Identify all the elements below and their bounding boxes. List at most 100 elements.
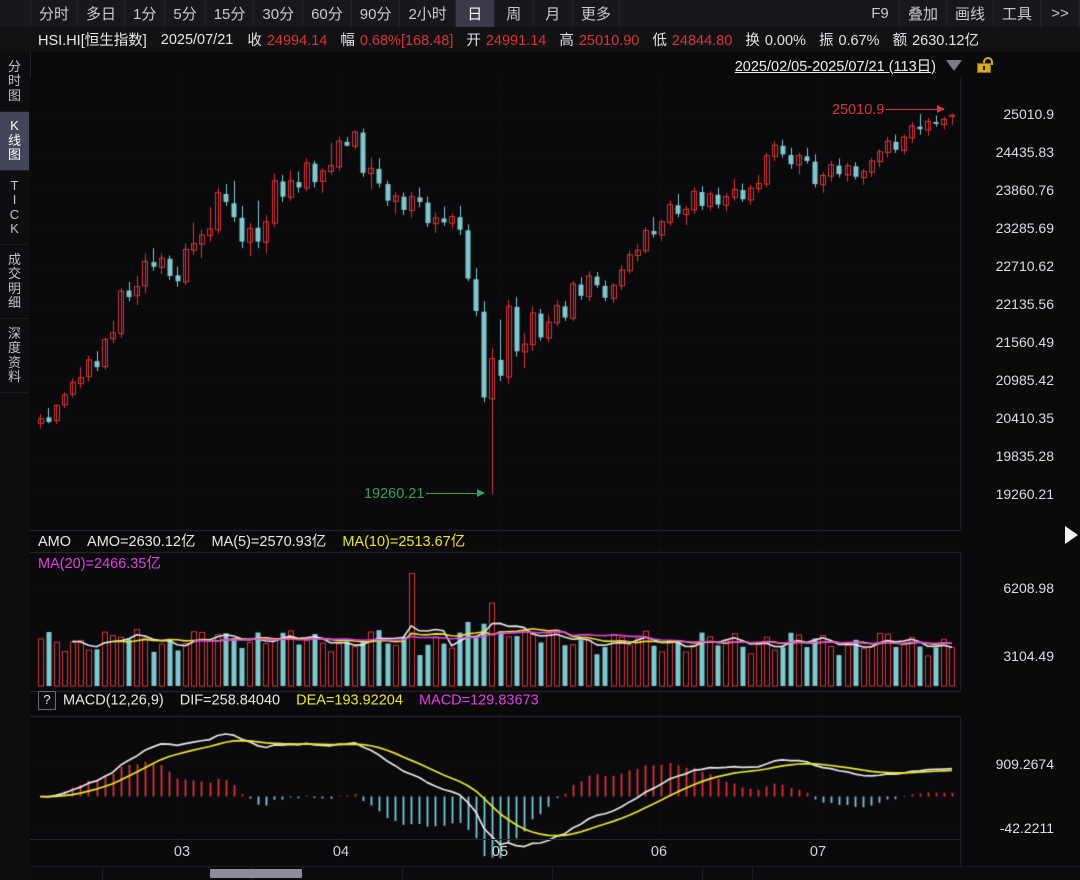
timeframe-button-7[interactable]: 90分 bbox=[352, 0, 401, 27]
low-price-annotation: 19260.21 bbox=[363, 486, 486, 502]
sidebar-item-label-char: C bbox=[9, 206, 20, 222]
sidebar-item-label-char: 图 bbox=[7, 87, 21, 103]
sidebar-item-label-char: 成 bbox=[7, 251, 21, 267]
high-price-annotation: 25010.9 bbox=[831, 102, 946, 118]
chart-canvas[interactable] bbox=[30, 78, 1080, 880]
amo-legend-line2: MA(20)=2466.35亿 bbox=[38, 552, 161, 573]
timeframe-button-8[interactable]: 2小时 bbox=[400, 0, 456, 27]
expand-right-caret-icon[interactable] bbox=[1065, 526, 1078, 544]
date-tick: 03 bbox=[173, 844, 191, 860]
sidebar-item-4[interactable]: 深度资料 bbox=[0, 319, 29, 393]
quote-field-value-3: 25010.90 bbox=[578, 33, 640, 49]
chevron-down-icon[interactable] bbox=[946, 59, 962, 71]
instrument-symbol: HSI.HI[恒生指数] bbox=[38, 33, 147, 49]
axis-price-tick: 23285.69 bbox=[995, 220, 1054, 236]
axis-price-tick: 20410.35 bbox=[995, 410, 1054, 426]
axis-amo-tick: 3104.49 bbox=[1003, 648, 1054, 664]
macd-dea: DEA=193.92204 bbox=[296, 692, 403, 709]
toolbar-left-spacer bbox=[0, 0, 30, 27]
timeframe-button-9[interactable]: 日 bbox=[455, 0, 495, 27]
quote-field-value-0: 24994.14 bbox=[266, 33, 328, 49]
axis-price-tick: 24435.83 bbox=[995, 144, 1054, 160]
sidebar-item-label-char: 深 bbox=[7, 325, 21, 341]
date-range-label[interactable]: 2025/02/05-2025/07/21 (113日) bbox=[734, 58, 936, 75]
sidebar-item-label-char: T bbox=[10, 177, 19, 193]
axis-price-tick: 20985.42 bbox=[995, 372, 1054, 388]
macd-axis: 909.2674 -42.2211 bbox=[960, 716, 1080, 876]
sidebar-item-label-char: I bbox=[12, 192, 17, 207]
macd-legend[interactable]: ? MACD(12,26,9) DIF=258.84040 DEA=193.92204… bbox=[38, 691, 539, 710]
low-arrow-icon bbox=[426, 488, 486, 497]
sidebar-item-label-char: 明 bbox=[7, 280, 21, 296]
sidebar-item-label-char: K bbox=[10, 221, 19, 236]
date-tick: 06 bbox=[650, 844, 668, 860]
question-mark-icon[interactable]: ? bbox=[38, 691, 56, 710]
toolbar-gap bbox=[620, 0, 861, 27]
amo-legend[interactable]: AMO AMO=2630.12亿 MA(5)=2570.93亿 MA(10)=2513… bbox=[38, 530, 465, 551]
scrollbar-thumb[interactable] bbox=[210, 869, 302, 878]
timeframe-button-1[interactable]: 多日 bbox=[78, 0, 126, 27]
sidebar-item-label-char: 料 bbox=[7, 369, 21, 384]
timeframe-button-3[interactable]: 5分 bbox=[165, 0, 206, 27]
timeframe-button-11[interactable]: 月 bbox=[534, 0, 573, 27]
chart-area[interactable]: 25010.9 24435.83 23860.76 23285.69 22710.62 2… bbox=[30, 78, 1080, 880]
quote-date: 2025/07/21 bbox=[160, 31, 234, 48]
sidebar-item-label-char: 线 bbox=[7, 132, 21, 148]
macd-dif: DIF=258.84040 bbox=[179, 692, 281, 709]
quote-field-label-7: 额 bbox=[892, 33, 908, 49]
quote-field-value-7: 2630.12亿 bbox=[912, 33, 979, 49]
toolbar-action-F9[interactable]: F9 bbox=[861, 0, 900, 27]
timeframe-button-6[interactable]: 60分 bbox=[303, 0, 352, 27]
sidebar-item-3[interactable]: 成交明细 bbox=[0, 245, 29, 319]
quote-info-bar: HSI.HI[恒生指数] 2025/07/21 收 24994.14 幅 0.68%[… bbox=[0, 27, 1080, 52]
timeframe-button-4[interactable]: 15分 bbox=[206, 0, 255, 27]
timeframe-button-0[interactable]: 分时 bbox=[30, 0, 79, 27]
quote-field-value-5: 0.00% bbox=[764, 33, 806, 49]
amo-ma10: MA(10)=2513.67亿 bbox=[342, 534, 466, 550]
toolbar-action-画线[interactable]: 画线 bbox=[947, 0, 994, 27]
macd-macd: MACD=129.83673 bbox=[418, 692, 539, 709]
timeframe-button-5[interactable]: 30分 bbox=[254, 0, 304, 27]
quote-field-label-1: 幅 bbox=[340, 33, 355, 49]
lock-open-icon[interactable] bbox=[976, 56, 993, 73]
timeframe-button-2[interactable]: 1分 bbox=[125, 0, 166, 27]
quote-field-label-6: 振 bbox=[818, 33, 834, 49]
sidebar-item-label-char: 资 bbox=[7, 354, 21, 370]
date-range-row: 2025/02/05-2025/07/21 (113日) bbox=[0, 52, 1080, 78]
sidebar-item-label-char: 图 bbox=[7, 147, 21, 162]
axis-macd-tick: 909.2674 bbox=[995, 756, 1054, 772]
quote-field-label-2: 开 bbox=[466, 33, 481, 49]
toolbar-action-工具[interactable]: 工具 bbox=[994, 0, 1041, 27]
quote-field-value-2: 24991.14 bbox=[485, 33, 547, 49]
amo-ma5: MA(5)=2570.93亿 bbox=[211, 534, 327, 550]
date-tick: 04 bbox=[332, 844, 350, 860]
quote-field-value-4: 24844.80 bbox=[671, 33, 733, 49]
price-axis: 25010.9 24435.83 23860.76 23285.69 22710.62 2… bbox=[960, 78, 1080, 530]
amo-value: AMO=2630.12亿 bbox=[87, 534, 196, 550]
toolbar-action->>[interactable]: >> bbox=[1041, 0, 1080, 27]
lock-body bbox=[977, 62, 991, 73]
toolbar-action-叠加[interactable]: 叠加 bbox=[900, 0, 947, 27]
axis-price-tick: 21560.49 bbox=[995, 334, 1054, 350]
axis-price-tick: 22710.62 bbox=[995, 258, 1054, 274]
date-axis: 03 04 05 06 07 bbox=[30, 839, 960, 866]
axis-price-tick: 22135.56 bbox=[995, 296, 1054, 312]
low-price-value: 19260.21 bbox=[363, 486, 425, 502]
sidebar-item-0[interactable]: 分时图 bbox=[0, 52, 29, 112]
axis-price-tick: 23860.76 bbox=[995, 182, 1054, 198]
amo-axis: 6208.98 3104.49 bbox=[960, 552, 1080, 692]
high-arrow-icon bbox=[886, 104, 946, 113]
top-toolbar: 分时 多日 1分 5分 15分 30分 60分 90分 2小时日周月更多 F9 叠加 画线 工具 >> bbox=[0, 0, 1080, 28]
axis-price-tick: 25010.9 bbox=[1003, 106, 1054, 122]
horizontal-scrollbar[interactable] bbox=[30, 866, 1080, 880]
high-price-value: 25010.9 bbox=[831, 102, 885, 118]
timeframe-button-10[interactable]: 周 bbox=[495, 0, 534, 27]
axis-amo-tick: 6208.98 bbox=[1003, 580, 1054, 596]
sidebar-item-label-char: 分 bbox=[7, 58, 21, 74]
quote-field-label-0: 收 bbox=[247, 33, 262, 49]
quote-field-label-4: 低 bbox=[652, 33, 667, 49]
timeframe-button-12[interactable]: 更多 bbox=[573, 0, 620, 27]
